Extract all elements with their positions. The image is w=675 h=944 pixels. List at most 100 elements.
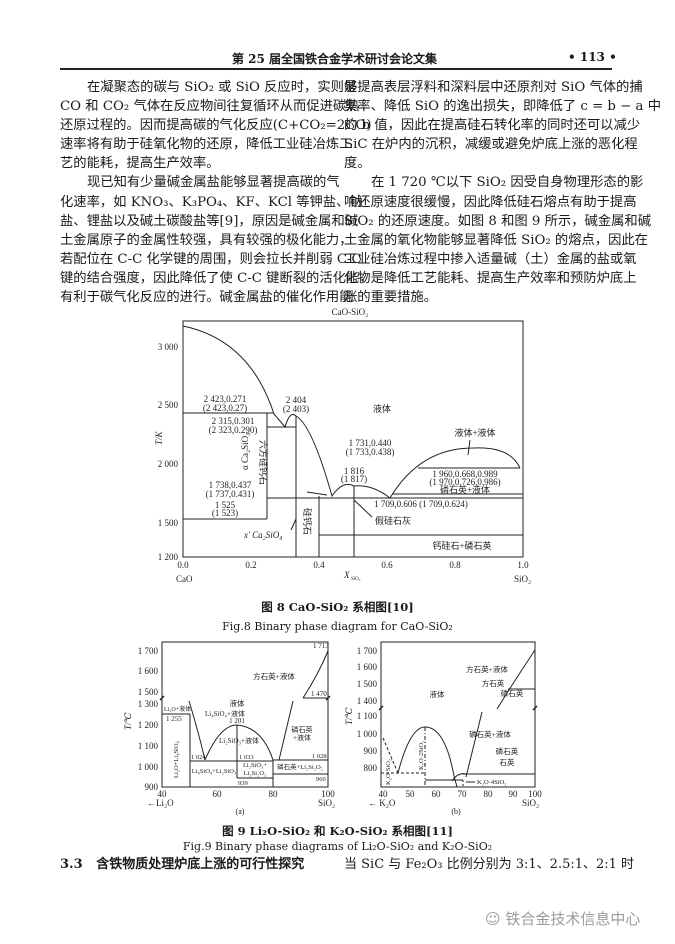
- fig9b-x-left: ← K₂O: [368, 798, 396, 808]
- text-line: 盐、锂盐以及碱土碳酸盐等[9]，原因是碱金属和碱: [60, 213, 359, 229]
- fig9a-ytick: 1 700: [138, 646, 159, 656]
- fig9b-label: 方石英+液体: [466, 664, 508, 674]
- fig9a-label: 1 255: [166, 715, 182, 723]
- fig8-label: (1 733,0.438): [346, 447, 395, 457]
- fig8-label: 1 525: [215, 500, 236, 510]
- fig8-xtick: 0.8: [449, 560, 461, 570]
- fig9a-label: 1 028: [312, 753, 327, 760]
- fig9b-y-label: T/℃: [344, 706, 354, 725]
- text-line: 度。: [344, 156, 371, 172]
- fig9b-label: 石英: [500, 757, 515, 767]
- fig9b-ytick: 1 600: [357, 662, 378, 672]
- fig9a-label: 1 470: [311, 690, 327, 698]
- fig8-label: (1 523): [212, 508, 238, 518]
- fig8-x-label: X: [343, 570, 350, 580]
- fig9b-lines: [378, 641, 538, 788]
- fig9a-xtick: 60: [213, 789, 223, 799]
- fig8-label: 磷石英+液体: [440, 484, 490, 495]
- fig9b-label: K₂O·4SiO₂: [477, 779, 506, 786]
- fig8-label: 硅钙石: [302, 508, 313, 535]
- text-line: 现已知有少量碱金属盐能够显著提高碳的气: [87, 175, 340, 191]
- text-line: 土金属的氧化物能够显著降低 SiO₂ 的熔点，因此在: [344, 232, 648, 248]
- fig9b-xtick: 100: [528, 789, 542, 799]
- figure-9-caption-cn: 图 9 Li₂O-SiO₂ 和 K₂O-SiO₂ 系相图[11]: [222, 824, 453, 838]
- fig9a-label: +液体: [293, 733, 311, 742]
- fig8-label: 液体+液体: [454, 427, 495, 438]
- fig8-texts: CaO-SiO₂ 3 000 2 500 2 000 1 500 1 200 T…: [154, 307, 531, 584]
- running-header-title: 第 25 届全国铁合金学术研讨会论文集: [232, 52, 438, 66]
- fig9a-label: 磷石英+Li₂Si₂O₅: [277, 762, 323, 771]
- fig9a-label: Li₄SiO₄+液体: [205, 709, 245, 718]
- fig8-label: (1 970,0.726,0.986): [429, 477, 500, 487]
- paragraph: 够提高表层浮料和深料层中还原剂对 SiO 气体的捕 集率、降低 SiO 的逸出损失…: [344, 78, 661, 173]
- fig9a-label: Li₄SiO₄+Li₂SiO₃: [192, 768, 237, 775]
- figure-9-caption-en: Fig.9 Binary phase diagrams of Li₂O-SiO₂…: [182, 840, 493, 853]
- fig8-label: 1 731,0.440: [349, 438, 392, 448]
- text-line: 化速率，如 KNO₃、K₃PO₄、KF、KCl 等钾盐、钠: [60, 194, 363, 210]
- fig8-label: (2 323,0.290): [209, 425, 258, 435]
- paragraph: 在凝聚态的碳与 SiO₂ 或 SiO 反应时，实则是 CO 和 CO₂ 气体在反应…: [60, 78, 372, 173]
- fig9a-label: 960: [316, 776, 326, 783]
- fig9b-label: K₂O·2SiO₂: [418, 741, 425, 770]
- fig9a-label: Li₂Si₂O₅: [244, 770, 267, 777]
- fig9a-texts: 1 700 1 600 1 500 1 300 1 200 1 100 1 00…: [123, 642, 335, 816]
- fig9a-x-right: SiO₂: [318, 798, 335, 808]
- fig8-label: (2 403): [283, 404, 309, 414]
- fig8-xtick: 0.0: [177, 560, 189, 570]
- fig8-xtick: 0.6: [381, 560, 393, 570]
- fig9b-xtick: 60: [432, 789, 442, 799]
- fig8-ytick: 1 500: [158, 518, 179, 528]
- fig8-lines: [182, 320, 524, 558]
- fig8-xtick: 1.0: [517, 560, 529, 570]
- paragraph: 在 1 720 ℃以下 SiO₂ 因受自身物理形态的影 响还原速度很缓慢，因此降低…: [344, 173, 651, 307]
- section-number: 3.3: [60, 857, 83, 872]
- fig9a-xtick: 40: [158, 789, 168, 799]
- text-line: SiO₂ 的还原速度。如图 8 和图 9 所示，碱金属和碱: [344, 213, 651, 229]
- fig8-label: α Ca₂SiO₄: [240, 433, 250, 470]
- fig9a-label: Li₂SiO₃+: [243, 762, 267, 769]
- fig8-label: 2 315,0.301: [212, 416, 255, 426]
- fig8-xtick: 0.2: [245, 560, 256, 570]
- fig9a-label: 液体: [230, 698, 245, 708]
- fig9a-label: 939: [238, 780, 248, 787]
- text-line: 工业硅冶炼过程中掺入适量碱（土）金属的盐或氧: [344, 251, 637, 267]
- fig9a-label: 1 201: [229, 717, 245, 725]
- fig8-label: 液体: [373, 403, 391, 414]
- fig9b-texts: 1 700 1 600 1 500 1 400 1 100 1 000 900 …: [344, 646, 542, 816]
- text-line: 键的结合强度，因此降低了使 C-C 键断裂的活化能，: [60, 270, 373, 286]
- text-line: 土金属原子的金属性较强，具有较强的极化能力，: [60, 232, 353, 248]
- fig9b-xtick: 80: [484, 789, 494, 799]
- fig9a-xtick: 80: [269, 789, 279, 799]
- text-line: SiC 在炉内的沉积，减缓或避免炉底上涨的恶化程: [344, 137, 638, 153]
- fig8-x-right: SiO₂: [514, 574, 531, 584]
- text-line: 还原过程的。因而提高碳的气化反应(C+CO₂=2CO): [60, 118, 372, 134]
- right-column: 够提高表层浮料和深料层中还原剂对 SiO 气体的捕 集率、降低 SiO 的逸出损失…: [344, 78, 661, 307]
- fig8-label: 2 404: [286, 395, 307, 405]
- fig9b-label: 液体: [430, 689, 445, 699]
- fig8-label: 假硅石灰: [375, 515, 411, 526]
- fig9a-xtick: 100: [321, 789, 335, 799]
- fig8-label: 1 738,0.437: [209, 480, 252, 490]
- fig9a-y-label: T/℃: [123, 711, 133, 730]
- page-number: • 113 •: [568, 50, 617, 64]
- fig8-label: (2 423,0.27): [203, 403, 247, 413]
- watermark-text: 铁合金技术信息中心: [505, 910, 641, 928]
- right-column-tail: 当 SiC 与 Fe₂O₃ 比例分别为 3:1、2.5:1、2:1 时: [344, 857, 635, 872]
- fig9b-label: 磷石英: [496, 746, 519, 756]
- fig9a-ytick: 1 300: [138, 699, 159, 709]
- text-line: 响还原速度很缓慢，因此降低硅石熔点有助于提高: [344, 194, 637, 210]
- fig9a-ytick: 1 100: [138, 741, 159, 751]
- fig9a-ytick: 1 000: [138, 762, 159, 772]
- fig8-label: 六方硅钙石: [258, 440, 269, 485]
- fig8-label: 2 423,0.271: [204, 394, 247, 404]
- left-column: 在凝聚态的碳与 SiO₂ 或 SiO 反应时，实则是 CO 和 CO₂ 气体在反应…: [60, 78, 373, 307]
- fig9a-label: Li₂O+Li₄SiO₄: [173, 740, 180, 778]
- fig9a-lines: [159, 641, 331, 788]
- text-line: 够提高表层浮料和深料层中还原剂对 SiO 气体的捕: [344, 80, 643, 95]
- fig8-label: 钙硅石+磷石英: [432, 540, 491, 551]
- fig9b-ytick: 800: [364, 763, 378, 773]
- fig9a-label: Li₂SiO₃+液体: [219, 736, 259, 745]
- text-line: 艺的能耗，提高生产效率。: [60, 156, 220, 172]
- fig8-x-label-sub: SiO₂: [351, 577, 361, 582]
